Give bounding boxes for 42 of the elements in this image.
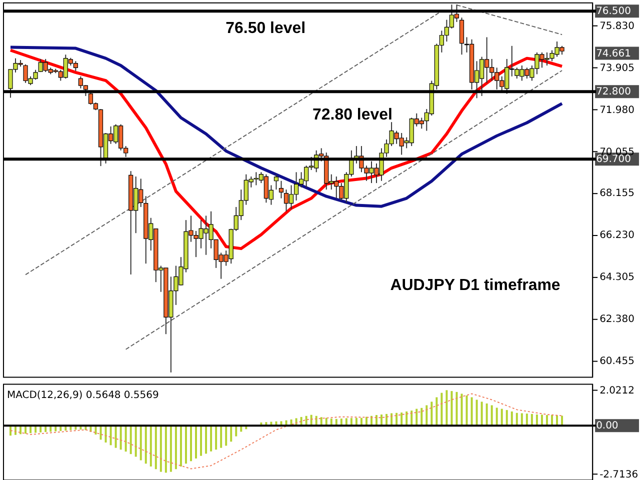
bar [430, 402, 433, 426]
bar [174, 426, 177, 470]
bar [114, 426, 117, 448]
candlestick [459, 17, 464, 56]
bar [490, 405, 493, 426]
bar [516, 412, 518, 426]
annotation: AUDJPY D1 timeframe [390, 276, 560, 294]
bar [470, 397, 473, 426]
bar [154, 426, 157, 470]
candlestick [274, 174, 279, 190]
y-tick-label: 73.905 [600, 63, 634, 74]
annotation: MACD(12,26,9) 0.5648 0.5569 [6, 390, 159, 401]
bar [536, 414, 538, 426]
annotation: 72.80 level [312, 106, 392, 124]
y-tick-label: 60.455 [600, 356, 634, 367]
y-tick-label: 2.0212 [600, 385, 634, 396]
bar [220, 426, 222, 448]
bar [130, 426, 132, 454]
bar [235, 426, 238, 436]
y-tick-label: 68.155 [600, 188, 634, 200]
bar [200, 426, 202, 456]
candlestick [278, 180, 284, 199]
ref-line-label: 0.00 [596, 420, 618, 432]
y-tick-label: 66.230 [600, 230, 634, 242]
y-tick-label: -2.7136 [600, 469, 638, 480]
ref-line-label: 76.500 [596, 6, 631, 18]
line-series [8, 46, 564, 208]
text: 74.661 [596, 48, 631, 60]
bar [496, 408, 498, 426]
bar [110, 426, 112, 446]
annotation: 76.50 level [226, 20, 306, 38]
ref-line-label: 72.800 [596, 86, 631, 98]
y-tick-label: 75.830 [600, 21, 634, 32]
bar [510, 411, 513, 426]
y-tick-label: 71.980 [600, 104, 634, 116]
y-tick-label: 64.305 [600, 272, 634, 284]
bar [195, 426, 198, 459]
y-tick-label: 62.380 [600, 314, 634, 325]
bar [134, 426, 137, 457]
bar [215, 426, 218, 450]
line-series [8, 48, 564, 250]
bar [450, 391, 453, 426]
